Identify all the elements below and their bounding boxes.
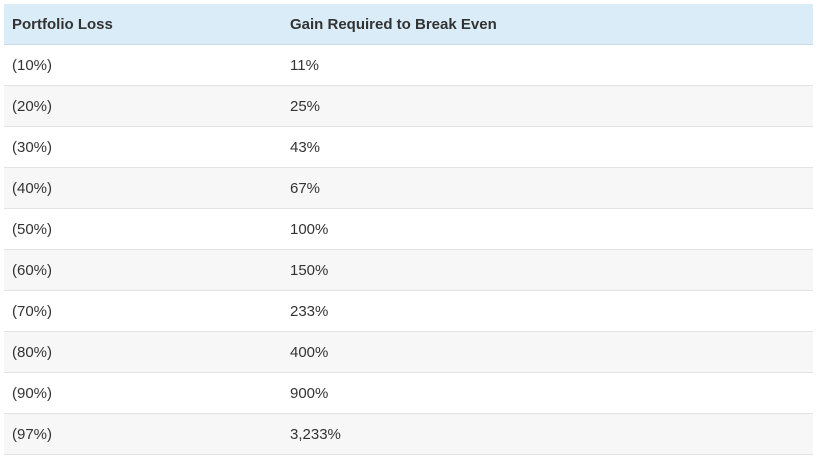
gain-required-cell: 900%: [282, 372, 813, 414]
column-header-portfolio-loss: Portfolio Loss: [4, 4, 282, 45]
table-row: (70%) 233%: [4, 290, 813, 332]
gain-required-cell: 400%: [282, 331, 813, 373]
portfolio-loss-cell: (97%): [4, 413, 282, 455]
break-even-table: Portfolio Loss Gain Required to Break Ev…: [4, 4, 813, 455]
column-header-gain-required: Gain Required to Break Even: [282, 4, 813, 45]
gain-required-cell: 67%: [282, 167, 813, 209]
table-row: (90%) 900%: [4, 372, 813, 414]
header-row: Portfolio Loss Gain Required to Break Ev…: [4, 4, 813, 45]
table-header: Portfolio Loss Gain Required to Break Ev…: [4, 4, 813, 45]
table-row: (10%) 11%: [4, 44, 813, 86]
portfolio-loss-cell: (30%): [4, 126, 282, 168]
gain-required-cell: 100%: [282, 208, 813, 250]
gain-required-cell: 150%: [282, 249, 813, 291]
portfolio-loss-cell: (90%): [4, 372, 282, 414]
table-body: (10%) 11% (20%) 25% (30%) 43% (40%) 67% …: [4, 44, 813, 455]
table-row: (40%) 67%: [4, 167, 813, 209]
table-row: (97%) 3,233%: [4, 413, 813, 455]
table-row: (30%) 43%: [4, 126, 813, 168]
portfolio-loss-cell: (20%): [4, 85, 282, 127]
portfolio-loss-cell: (80%): [4, 331, 282, 373]
table-row: (20%) 25%: [4, 85, 813, 127]
gain-required-cell: 25%: [282, 85, 813, 127]
portfolio-loss-cell: (60%): [4, 249, 282, 291]
table-row: (60%) 150%: [4, 249, 813, 291]
gain-required-cell: 3,233%: [282, 413, 813, 455]
break-even-table-container: Portfolio Loss Gain Required to Break Ev…: [4, 4, 813, 455]
gain-required-cell: 233%: [282, 290, 813, 332]
gain-required-cell: 11%: [282, 44, 813, 86]
portfolio-loss-cell: (50%): [4, 208, 282, 250]
table-row: (80%) 400%: [4, 331, 813, 373]
gain-required-cell: 43%: [282, 126, 813, 168]
portfolio-loss-cell: (70%): [4, 290, 282, 332]
table-row: (50%) 100%: [4, 208, 813, 250]
portfolio-loss-cell: (10%): [4, 44, 282, 86]
portfolio-loss-cell: (40%): [4, 167, 282, 209]
